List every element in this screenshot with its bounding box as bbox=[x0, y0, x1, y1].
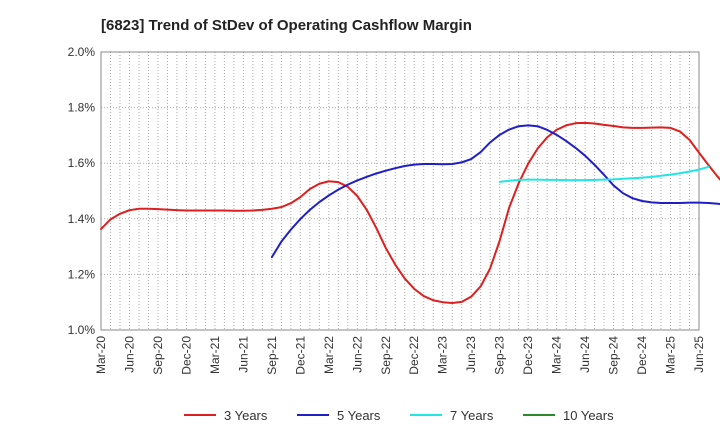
x-tick-label: Sep-22 bbox=[379, 336, 393, 375]
y-tick-label: 1.2% bbox=[68, 267, 96, 281]
x-tick-label: Dec-22 bbox=[407, 336, 421, 375]
series-line-3-years bbox=[100, 121, 720, 305]
legend-label: 3 Years bbox=[224, 408, 268, 423]
x-tick-label: Sep-23 bbox=[493, 336, 507, 375]
x-tick-label: Jun-20 bbox=[122, 336, 136, 373]
x-tick-label: Dec-23 bbox=[521, 336, 535, 375]
legend-label: 10 Years bbox=[563, 408, 614, 423]
x-tick-label: Mar-21 bbox=[208, 336, 222, 374]
chart-title: [6823] Trend of StDev of Operating Cashf… bbox=[101, 17, 472, 34]
legend: 3 Years 5 Years 7 Years 10 Years bbox=[184, 408, 614, 423]
y-tick-label: 1.8% bbox=[68, 101, 96, 115]
series-line-5-years bbox=[270, 124, 720, 259]
y-tick-label: 1.6% bbox=[68, 156, 96, 170]
x-tick-label: Sep-21 bbox=[265, 336, 279, 375]
x-tick-label: Mar-25 bbox=[664, 336, 678, 374]
x-tick-label: Sep-20 bbox=[151, 336, 165, 375]
legend-label: 5 Years bbox=[337, 408, 381, 423]
x-tick-label: Mar-24 bbox=[550, 336, 564, 374]
x-tick-label: Mar-22 bbox=[322, 336, 336, 374]
y-tick-label: 1.0% bbox=[68, 323, 96, 337]
x-tick-label: Dec-24 bbox=[635, 336, 649, 375]
x-tick-label: Jun-22 bbox=[350, 336, 364, 373]
series-lines bbox=[100, 121, 720, 305]
legend-label: 7 Years bbox=[450, 408, 494, 423]
x-tick-label: Jun-24 bbox=[578, 336, 592, 373]
series-line-7-years bbox=[498, 165, 710, 183]
y-tick-label: 1.4% bbox=[68, 212, 96, 226]
x-tick-label: Mar-23 bbox=[436, 336, 450, 374]
x-tick-label: Jun-23 bbox=[464, 336, 478, 373]
x-tick-label: Dec-21 bbox=[293, 336, 307, 375]
plot-frame bbox=[100, 51, 700, 331]
y-tick-label: 2.0% bbox=[68, 45, 96, 59]
x-tick-label: Jun-21 bbox=[236, 336, 250, 373]
grid bbox=[101, 51, 699, 331]
x-axis: Mar-20 Jun-20 Sep-20 Dec-20 Mar-21 Jun-21 Sep-… bbox=[94, 336, 706, 375]
x-tick-label: Mar-20 bbox=[94, 336, 108, 374]
x-tick-label: Jun-25 bbox=[692, 336, 706, 373]
x-tick-label: Dec-20 bbox=[179, 336, 193, 375]
x-tick-label: Sep-24 bbox=[607, 336, 621, 375]
y-axis: 1.0% 1.2% 1.4% 1.6% 1.8% 2.0% bbox=[68, 45, 96, 337]
